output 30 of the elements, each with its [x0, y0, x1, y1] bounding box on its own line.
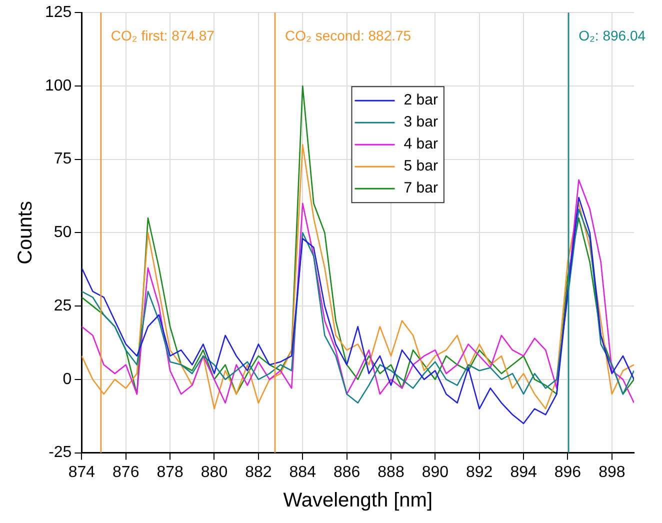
x-tick-label: 878: [156, 464, 184, 481]
x-tick-label: 876: [112, 464, 140, 481]
y-tick-label: 0: [62, 370, 72, 388]
legend-label: 4 bar: [404, 136, 438, 153]
y-axis-title: Counts: [14, 201, 37, 264]
legend-label: 5 bar: [404, 158, 438, 175]
legend-label: 7 bar: [404, 180, 438, 197]
x-tick-label: 896: [554, 464, 582, 481]
x-tick-label: 892: [466, 464, 493, 481]
ref-line-label: CO₂ first: 874.87: [110, 27, 215, 44]
y-tick-label: 50: [54, 224, 72, 242]
x-tick-label: 898: [598, 464, 626, 481]
legend-label: 3 bar: [404, 114, 438, 131]
y-tick-label: 125: [44, 4, 72, 22]
x-tick-label: 880: [200, 464, 228, 481]
ref-line-label: CO₂ second: 882.75: [285, 27, 412, 44]
x-tick-label: 882: [245, 464, 272, 481]
x-tick-label: 888: [378, 464, 404, 481]
x-tick-label: 884: [289, 464, 316, 481]
y-tick-label: 100: [44, 77, 72, 94]
legend-label: 2 bar: [404, 92, 438, 109]
x-tick-label: 890: [422, 464, 449, 481]
x-tick-label: 886: [333, 464, 360, 481]
x-tick-label: 874: [68, 464, 96, 481]
y-tick-label: 25: [54, 297, 72, 314]
y-tick-label: -25: [48, 444, 72, 462]
ref-line-label: O₂: 896.04: [578, 27, 646, 44]
x-tick-label: 894: [510, 464, 537, 481]
x-axis-title: Wavelength [nm]: [283, 490, 433, 512]
y-tick-label: 75: [54, 150, 72, 168]
